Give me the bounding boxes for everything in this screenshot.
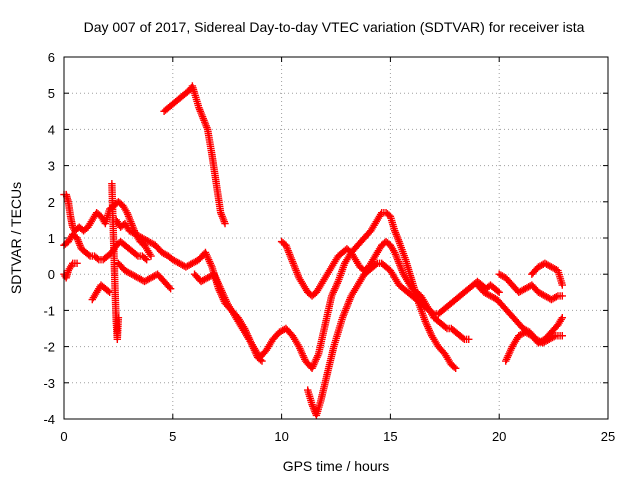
y-axis-label: SDTVAR / TECUs (8, 182, 24, 294)
data-series (60, 82, 566, 420)
x-tick-label: 20 (492, 429, 506, 444)
series-trace (190, 208, 460, 373)
series-trace (88, 281, 114, 304)
data-point (221, 219, 229, 228)
data-point (142, 256, 151, 264)
series-trace (114, 259, 175, 293)
data-point (558, 313, 566, 322)
series-trace (160, 82, 229, 228)
data-point (558, 292, 566, 300)
series-trace (473, 281, 566, 347)
y-tick-label: 2 (48, 195, 55, 210)
series-trace (277, 237, 473, 344)
x-axis-label: GPS time / hours (283, 458, 390, 474)
x-tick-label: 15 (383, 429, 397, 444)
data-point (147, 252, 155, 260)
data-point (451, 364, 460, 373)
data-point (166, 284, 175, 293)
series-trace (60, 190, 155, 260)
y-tick-label: 3 (48, 159, 55, 174)
x-tick-label: 0 (60, 429, 67, 444)
data-point (73, 259, 81, 268)
series-trace (304, 259, 503, 420)
data-point (495, 288, 503, 296)
y-tick-label: -1 (43, 303, 55, 318)
series-trace (502, 313, 566, 365)
x-tick-label: 10 (274, 429, 288, 444)
series-trace (108, 180, 123, 344)
data-point (465, 335, 473, 344)
y-tick-label: 1 (48, 231, 55, 246)
x-tick-label: 5 (169, 429, 176, 444)
series-trace (528, 259, 566, 289)
y-tick-label: -2 (43, 340, 55, 355)
y-tick-label: 5 (48, 86, 55, 101)
y-tick-label: -3 (43, 376, 55, 391)
data-point (114, 313, 123, 322)
series-trace (112, 216, 266, 365)
y-tick-label: 0 (48, 267, 55, 282)
y-tick-label: 6 (48, 50, 55, 65)
y-tick-label: -4 (43, 412, 55, 427)
y-tick-label: 4 (48, 122, 55, 137)
data-point (558, 332, 566, 340)
plot-frame (63, 56, 609, 420)
chart-title: Day 007 of 2017, Sidereal Day-to-day VTE… (84, 19, 585, 35)
data-point (558, 281, 566, 289)
series-trace (495, 270, 566, 304)
x-tick-label: 25 (601, 429, 615, 444)
